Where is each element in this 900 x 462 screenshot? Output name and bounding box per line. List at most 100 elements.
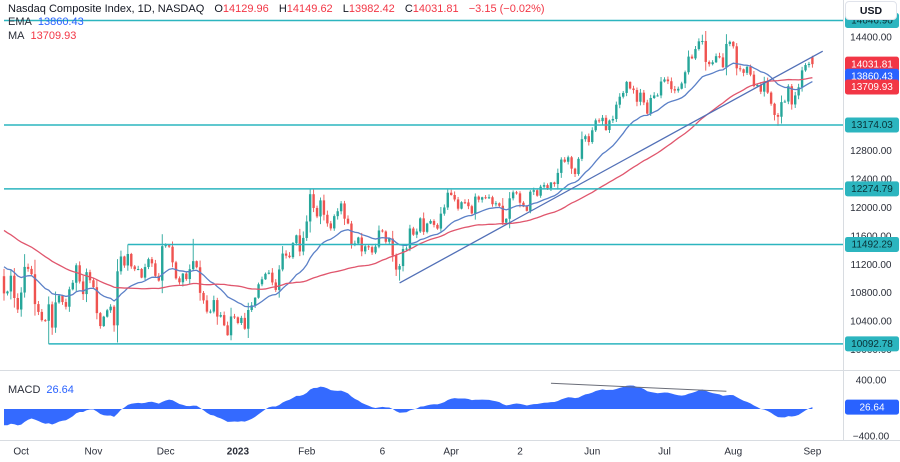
price-badge-bg[interactable] [845, 336, 899, 352]
price-badge-text: 14031.81 [851, 59, 893, 70]
candle-body [171, 246, 174, 263]
candle-body [708, 61, 711, 65]
ma-legend[interactable]: MA 13709.93 [8, 30, 76, 42]
candle-body [219, 315, 222, 317]
candle-body [305, 221, 308, 238]
candle-body [577, 158, 580, 175]
time-axis-label[interactable]: 6 [380, 447, 386, 458]
candle-body [92, 280, 95, 288]
high-value: 14149.62 [286, 3, 333, 15]
candle-body [23, 266, 26, 293]
candle-body [604, 117, 608, 131]
candle-body [315, 207, 319, 217]
candle-body [333, 216, 336, 229]
candle-body [30, 268, 33, 275]
candle-body [790, 86, 793, 105]
candle-body [701, 40, 704, 42]
price-axis-tick[interactable]: 10800.00 [850, 288, 892, 299]
candle-body [780, 102, 783, 117]
candle-body [188, 269, 191, 280]
candle-body [288, 255, 291, 258]
candle-body [659, 81, 663, 96]
candle-body [284, 253, 288, 256]
macd-legend[interactable]: MACD 26.64 [8, 384, 74, 396]
candle-body [663, 79, 666, 82]
time-axis-label[interactable]: 2 [517, 447, 523, 458]
candle-body [687, 56, 690, 73]
candle-body [611, 119, 615, 121]
candle-body [13, 275, 16, 299]
candle-body [322, 200, 326, 215]
candle-body [370, 247, 374, 253]
price-badge-bg[interactable] [845, 236, 899, 252]
candle-body [480, 197, 484, 200]
candle-body [202, 292, 205, 301]
macd-divergence-trendline[interactable] [550, 382, 727, 392]
candle-body [130, 253, 133, 267]
price-badge-bg[interactable] [845, 79, 899, 95]
candle-body [728, 41, 732, 44]
ascending-trendline[interactable] [399, 50, 824, 284]
time-axis-label[interactable]: 2023 [227, 447, 250, 458]
time-axis-label[interactable]: Apr [443, 447, 459, 458]
currency-toggle-button[interactable]: USD [845, 1, 897, 20]
candle-body [494, 203, 498, 205]
candle-body [690, 56, 694, 59]
macd-axis-tick[interactable]: 400.00 [856, 376, 887, 387]
candle-body [570, 157, 573, 169]
candle-body [566, 157, 570, 162]
candle-body [752, 74, 756, 87]
candle-body [143, 267, 147, 278]
price-axis-tick[interactable]: 12800.00 [850, 146, 892, 157]
symbol-legend[interactable]: Nasdaq Composite Index, 1D, NASDAQ O1412… [8, 2, 545, 16]
candle-body [298, 235, 302, 252]
time-axis-label[interactable]: Jul [658, 447, 671, 458]
macd-axis-tick[interactable]: −400.00 [853, 432, 890, 443]
candle-body [487, 197, 491, 199]
price-badge-bg[interactable] [845, 117, 899, 133]
time-axis-label[interactable]: Aug [724, 447, 742, 458]
candle-body [436, 224, 439, 229]
candle-body [85, 272, 88, 295]
candle-body [212, 300, 216, 312]
candle-body [635, 90, 639, 102]
candle-body [157, 275, 160, 281]
candle-body [357, 237, 360, 244]
candle-body [580, 139, 584, 159]
candle-body [735, 46, 738, 69]
price-axis-tick[interactable]: 10400.00 [850, 317, 892, 328]
time-axis-label[interactable]: Feb [298, 447, 316, 458]
candle-body [405, 248, 408, 250]
symbol-title[interactable]: Nasdaq Composite Index, 1D, NASDAQ [8, 3, 205, 15]
price-axis-tick[interactable]: 11600.00 [851, 231, 892, 242]
candle-body [260, 279, 264, 285]
price-axis-tick[interactable]: 12000.00 [850, 203, 892, 214]
candle-body [532, 190, 535, 192]
candle-body [618, 96, 621, 105]
macd-badge-bg[interactable] [845, 399, 899, 415]
price-axis-tick[interactable]: 11200.00 [851, 260, 892, 271]
time-axis-label[interactable]: Sep [804, 447, 822, 458]
candle-body [518, 193, 522, 203]
candle-body [529, 191, 532, 211]
open-value: 14129.96 [222, 3, 269, 15]
price-axis-tick[interactable]: 12400.00 [850, 175, 892, 186]
macd-area [4, 385, 813, 426]
candle-body [109, 306, 112, 311]
candle-body [646, 102, 649, 114]
time-axis-label[interactable]: Jun [584, 447, 600, 458]
ema-legend[interactable]: EMA 13860.43 [8, 16, 84, 28]
macd-value: 26.64 [46, 384, 74, 396]
time-axis-label[interactable]: Nov [85, 447, 103, 458]
candle-body [769, 92, 773, 104]
time-axis-label[interactable]: Dec [157, 447, 175, 458]
candle-body [625, 81, 628, 93]
time-axis-label[interactable]: Oct [13, 447, 29, 458]
price-badge-bg[interactable] [845, 56, 899, 72]
candle-body [226, 325, 229, 336]
low-value: 13982.42 [348, 3, 395, 15]
price-axis-tick[interactable]: 14400.00 [850, 33, 892, 44]
price-badge-bg[interactable] [845, 181, 899, 197]
